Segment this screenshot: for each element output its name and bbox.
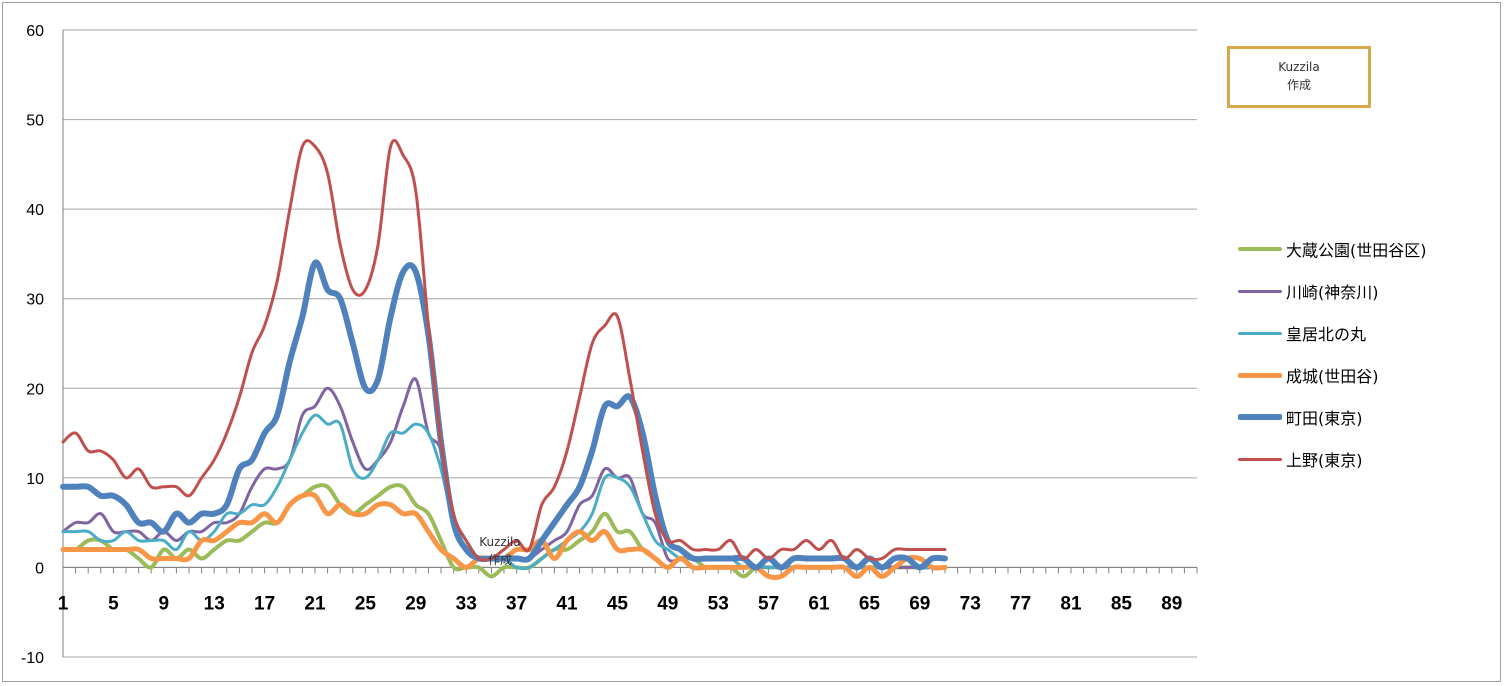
legend-label: 町田(東京)	[1286, 409, 1363, 428]
watermark-inline-line1: Kuzzila	[479, 535, 521, 549]
legend: 大蔵公園(世田谷区) 川崎(神奈川) 皇居北の丸成城(世田谷) 町田(東京) 上野(東京…	[1238, 228, 1488, 480]
series-lines	[60, 138, 948, 581]
watermark-inline-line2: 作成	[487, 553, 512, 567]
x-tick-label: 57	[758, 593, 779, 614]
x-tick-label: 69	[909, 593, 930, 614]
x-tick-label: 33	[456, 593, 477, 614]
x-tick-label: 49	[657, 593, 678, 614]
x-tick-label: 5	[108, 593, 119, 614]
legend-label: 皇居北の丸	[1286, 325, 1367, 344]
legend-swatch	[1238, 331, 1282, 335]
legend-item-5: 上野(東京)	[1238, 438, 1488, 480]
x-tick-label: 25	[355, 593, 377, 614]
legend-swatch	[1238, 289, 1282, 293]
y-tick-label: -10	[21, 650, 44, 667]
legend-item-3: 成城(世田谷)	[1238, 354, 1488, 396]
y-tick-label: 0	[35, 560, 44, 577]
x-tick-label: 37	[506, 593, 527, 614]
series-line-4	[60, 259, 948, 571]
legend-item-2: 皇居北の丸	[1238, 312, 1488, 354]
x-tick-label: 65	[859, 593, 881, 614]
series-line-5	[61, 138, 947, 562]
legend-item-0: 大蔵公園(世田谷区)	[1238, 228, 1488, 270]
x-tick-label: 17	[254, 593, 275, 614]
y-tick-label: 30	[26, 292, 44, 309]
x-tick-label: 73	[960, 593, 981, 614]
legend-swatch	[1238, 457, 1282, 461]
x-tick-label: 53	[708, 593, 729, 614]
x-tick-label: 13	[204, 593, 225, 614]
axes	[62, 30, 1198, 657]
x-tick-label: 85	[1111, 593, 1133, 614]
legend-label: 成城(世田谷)	[1286, 367, 1379, 386]
x-tick-label: 61	[808, 593, 830, 614]
y-tick-label: 40	[26, 202, 44, 219]
legend-swatch	[1238, 247, 1282, 251]
x-tick-label: 1	[58, 593, 69, 614]
x-axis-ticks: 1 5 9 13 17 21 25 29 33 37 41 45 49 53 57 61 65 69 73 77 81 8…	[58, 593, 1183, 614]
legend-swatch	[1238, 414, 1282, 420]
y-tick-label: 10	[26, 471, 44, 488]
x-tick-label: 81	[1060, 593, 1082, 614]
legend-swatch	[1238, 372, 1282, 378]
x-tick-label: 45	[607, 593, 629, 614]
x-tick-label: 89	[1161, 593, 1182, 614]
y-tick-label: 20	[26, 381, 44, 398]
watermark-line2: 作成	[1286, 78, 1311, 92]
x-tick-label: 9	[159, 593, 170, 614]
legend-label: 川崎(神奈川)	[1286, 283, 1379, 302]
legend-item-1: 川崎(神奈川)	[1238, 270, 1488, 312]
x-tick-label: 29	[405, 593, 426, 614]
legend-label: 大蔵公園(世田谷区)	[1286, 241, 1427, 260]
x-tick-label: 41	[556, 593, 578, 614]
y-tick-label: 50	[26, 113, 44, 130]
y-tick-label: 60	[26, 23, 44, 40]
x-tick-label: 21	[304, 593, 326, 614]
y-axis-ticks: -10 0 10 20 30 40 50 60	[21, 23, 44, 667]
legend-item-4: 町田(東京)	[1238, 396, 1488, 438]
x-tick-label: 77	[1010, 593, 1031, 614]
watermark-box: Kuzzila 作成	[1227, 46, 1371, 108]
gridlines	[63, 29, 1197, 658]
watermark-line1: Kuzzila	[1278, 60, 1320, 74]
legend-label: 上野(東京)	[1286, 451, 1363, 470]
watermark-inline: Kuzzila 作成	[470, 533, 530, 569]
